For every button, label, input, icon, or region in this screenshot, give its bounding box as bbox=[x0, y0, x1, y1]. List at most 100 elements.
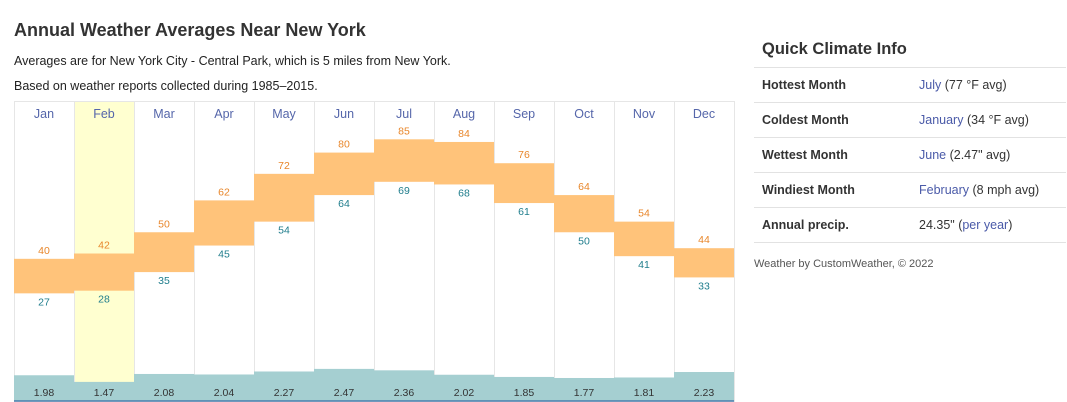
month-label-nov: Nov bbox=[633, 107, 656, 121]
low-temp-label: 68 bbox=[458, 187, 470, 199]
windiest-month-value: (8 mph avg) bbox=[969, 183, 1040, 197]
low-temp-label: 27 bbox=[38, 296, 50, 308]
precip-label: 1.81 bbox=[634, 387, 655, 399]
month-label-feb: Feb bbox=[93, 107, 115, 121]
precip-label: 1.98 bbox=[34, 387, 55, 399]
precip-bar bbox=[494, 376, 554, 401]
high-temp-label: 80 bbox=[338, 139, 350, 151]
precip-label: 1.47 bbox=[94, 387, 115, 399]
precip-label: 2.47 bbox=[334, 387, 355, 399]
low-temp-label: 33 bbox=[698, 280, 710, 292]
precip-label: 1.77 bbox=[574, 387, 595, 399]
precip-bar bbox=[614, 377, 674, 401]
highlight-column bbox=[75, 101, 134, 401]
low-temp-label: 54 bbox=[278, 225, 290, 237]
low-temp-label: 28 bbox=[98, 294, 110, 306]
high-temp-label: 54 bbox=[638, 208, 650, 220]
temp-range-bar bbox=[194, 200, 254, 246]
low-temp-label: 41 bbox=[638, 259, 650, 271]
high-temp-label: 64 bbox=[578, 181, 590, 193]
windiest-month-row: Windiest Month February (8 mph avg) bbox=[754, 173, 1066, 208]
high-temp-label: 44 bbox=[698, 234, 710, 246]
temp-range-bar bbox=[254, 173, 314, 222]
hottest-month-value: (77 °F avg) bbox=[941, 78, 1007, 92]
page-title: Annual Weather Averages Near New York bbox=[14, 20, 366, 40]
month-label-oct: Oct bbox=[574, 107, 594, 121]
month-label-dec: Dec bbox=[693, 107, 715, 121]
hottest-month-label: Hottest Month bbox=[762, 78, 847, 92]
precip-label: 2.08 bbox=[154, 387, 175, 399]
wettest-month-value: (2.47" avg) bbox=[946, 148, 1011, 162]
precip-label: 2.36 bbox=[394, 387, 415, 399]
precip-bar bbox=[254, 371, 314, 401]
wettest-month-label: Wettest Month bbox=[762, 148, 848, 162]
temp-range-bar bbox=[314, 152, 374, 196]
data-period-note: Based on weather reports collected durin… bbox=[14, 79, 318, 93]
coldest-month-row: Coldest Month January (34 °F avg) bbox=[754, 103, 1066, 138]
low-temp-label: 50 bbox=[578, 235, 590, 247]
precip-label: 2.02 bbox=[454, 387, 475, 399]
precip-bar bbox=[134, 373, 194, 401]
precip-bar bbox=[434, 374, 494, 401]
wettest-month-row: Wettest Month June (2.47" avg) bbox=[754, 138, 1066, 173]
windiest-month-label: Windiest Month bbox=[762, 183, 855, 197]
wettest-month-link[interactable]: June bbox=[919, 148, 947, 162]
quick-climate-panel: Quick Climate Info Hottest Month July (7… bbox=[754, 30, 1066, 243]
temp-range-bar bbox=[434, 141, 494, 185]
weather-chart: Jan 40 27 1.98 Feb 42 28 1.47 Mar 50 35 2.08 Apr 62 45… bbox=[14, 101, 735, 402]
temp-range-bar bbox=[14, 258, 74, 294]
high-temp-label: 72 bbox=[278, 160, 290, 172]
high-temp-label: 50 bbox=[158, 218, 170, 230]
precip-bar bbox=[674, 372, 734, 401]
precip-label: 1.85 bbox=[514, 387, 535, 399]
high-temp-label: 42 bbox=[98, 240, 110, 252]
hottest-month-link[interactable]: July bbox=[919, 78, 942, 92]
low-temp-label: 69 bbox=[398, 185, 410, 197]
temp-range-bar bbox=[134, 232, 194, 273]
precip-bar bbox=[314, 368, 374, 401]
windiest-month-link[interactable]: February bbox=[919, 183, 970, 197]
quick-climate-title: Quick Climate Info bbox=[754, 30, 1066, 68]
precip-bar bbox=[194, 374, 254, 401]
month-label-aug: Aug bbox=[453, 107, 475, 121]
temp-range-bar bbox=[374, 139, 434, 182]
precip-bar bbox=[14, 375, 74, 401]
month-label-may: May bbox=[272, 107, 296, 121]
high-temp-label: 40 bbox=[38, 245, 50, 257]
precip-bar bbox=[554, 377, 614, 401]
low-temp-label: 45 bbox=[218, 249, 230, 261]
temp-range-bar bbox=[74, 253, 134, 291]
location-note: Averages are for New York City - Central… bbox=[14, 54, 451, 68]
precip-bar bbox=[74, 381, 134, 401]
temp-range-bar bbox=[674, 248, 734, 278]
coldest-month-label: Coldest Month bbox=[762, 113, 849, 127]
month-label-jul: Jul bbox=[396, 107, 412, 121]
month-label-sep: Sep bbox=[513, 107, 535, 121]
month-label-jun: Jun bbox=[334, 107, 354, 121]
low-temp-label: 64 bbox=[338, 198, 350, 210]
annual-precip-label: Annual precip. bbox=[762, 218, 849, 232]
low-temp-label: 35 bbox=[158, 275, 170, 287]
temp-range-bar bbox=[614, 221, 674, 257]
high-temp-label: 85 bbox=[398, 125, 410, 137]
per-year-link[interactable]: per year bbox=[962, 218, 1009, 232]
low-temp-label: 61 bbox=[518, 206, 530, 218]
annual-precip-value: 24.35" ( bbox=[919, 218, 963, 232]
precip-label: 2.04 bbox=[214, 387, 235, 399]
annual-precip-close: ) bbox=[1008, 218, 1013, 232]
high-temp-label: 62 bbox=[218, 186, 230, 198]
precip-bar bbox=[374, 370, 434, 401]
high-temp-label: 84 bbox=[458, 128, 470, 140]
high-temp-label: 76 bbox=[518, 149, 530, 161]
coldest-month-link[interactable]: January bbox=[919, 113, 964, 127]
precip-label: 2.27 bbox=[274, 387, 295, 399]
attribution-note: Weather by CustomWeather, © 2022 bbox=[754, 258, 934, 270]
temp-range-bar bbox=[494, 163, 554, 204]
precip-label: 2.23 bbox=[694, 387, 715, 399]
hottest-month-row: Hottest Month July (77 °F avg) bbox=[754, 68, 1066, 103]
temp-range-bar bbox=[554, 195, 614, 233]
month-label-apr: Apr bbox=[214, 107, 233, 121]
month-label-mar: Mar bbox=[153, 107, 175, 121]
month-label-jan: Jan bbox=[34, 107, 54, 121]
coldest-month-value: (34 °F avg) bbox=[963, 113, 1029, 127]
